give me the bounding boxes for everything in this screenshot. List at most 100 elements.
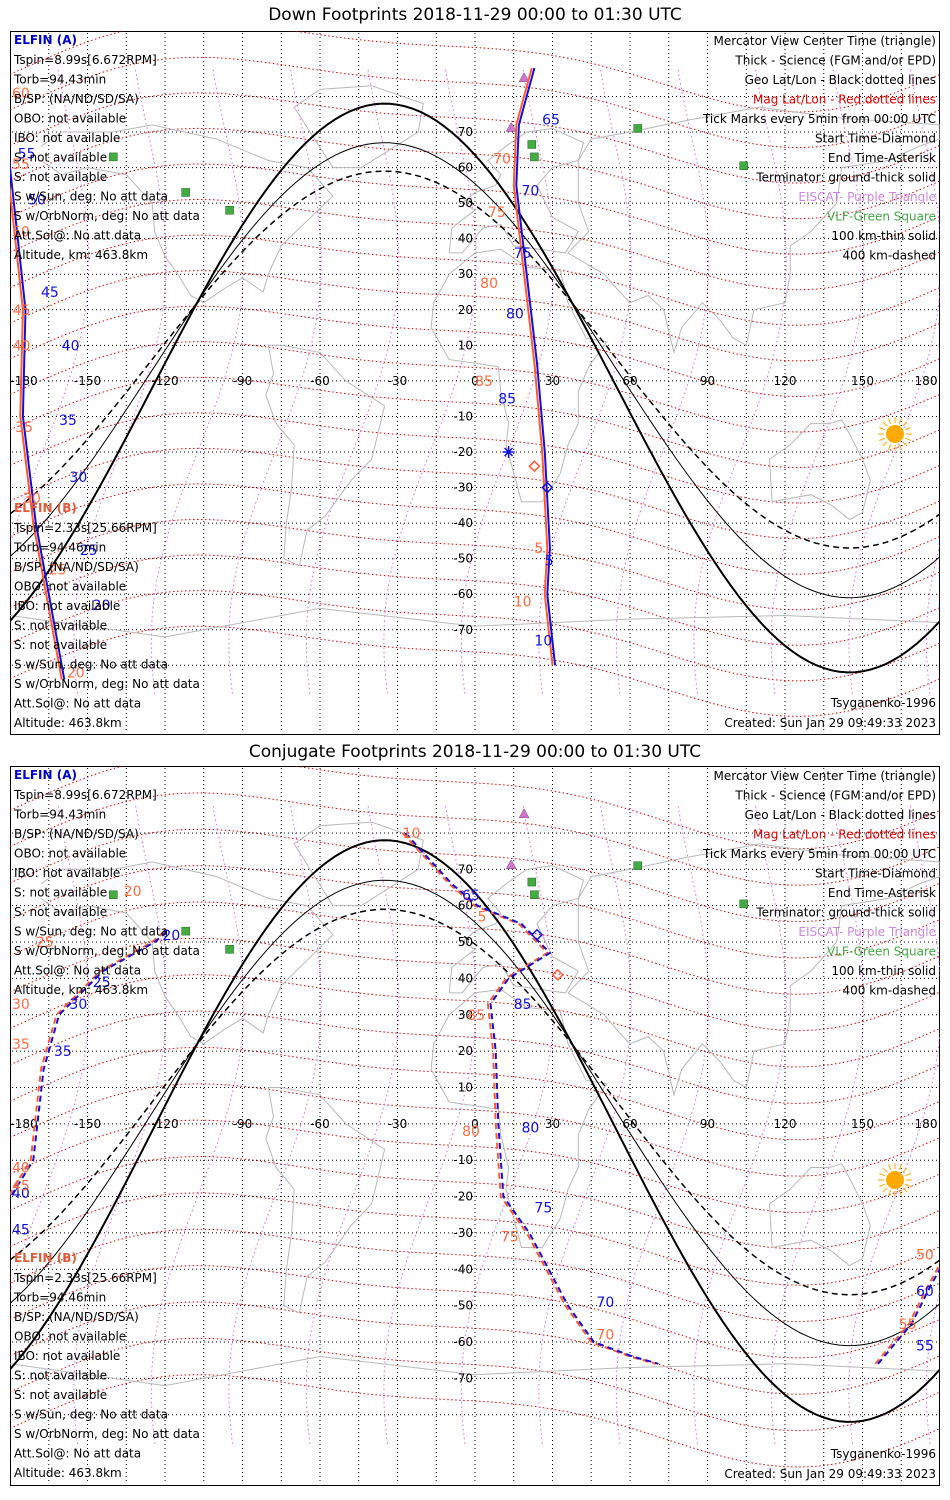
lat-tick-label: 10 (458, 1080, 473, 1094)
elfin-b-info-line: S: not available (14, 1388, 107, 1402)
mag-lon-line (925, 543, 940, 694)
track-b-time-label: 20 (124, 884, 142, 900)
mag-lon-line (460, 67, 555, 694)
coastline (293, 821, 424, 907)
track-a-time-label: 80 (522, 1120, 540, 1136)
coastline (430, 248, 608, 503)
elfin-b-track-west-red (10, 182, 63, 680)
track-a-time-label: 25 (80, 543, 98, 559)
elfin-a-info-line: B/SP: (NA/ND/SD/SA) (14, 92, 139, 106)
sun-ray (898, 418, 902, 425)
lon-tick-label: 0 (471, 374, 479, 388)
legend-entry: 400 km-dashed (842, 249, 936, 263)
elfin-b-info-line: S: not available (14, 638, 107, 652)
conjugate-footprint-map: -180 -150 -120 -90 -60 -30 0 30 60 90 120 150 180 70 6… (10, 766, 940, 1486)
elfin-a-info-line: S w/OrbNorm, deg: No att data (14, 209, 200, 223)
elfin-b-info: ELFIN (B) Tspin=2.33s[25.66RPM] Torb=94.46… (13, 1251, 200, 1480)
map-frame (10, 766, 940, 1486)
sun-ray (902, 441, 908, 447)
terminator-ground-line (10, 102, 940, 674)
track-a-time-label: 70 (522, 184, 540, 200)
elfin-b-info-line: S: not available (14, 1369, 107, 1383)
mag-lon-line (73, 67, 167, 694)
start-diamond-marker (551, 968, 564, 981)
coastline (10, 1355, 940, 1387)
legend-entry: Terminator: ground-thick solid (755, 171, 936, 185)
mag-lat-line (10, 31, 940, 113)
sun-ray (904, 1173, 911, 1177)
coastline (448, 127, 585, 254)
mag-lat-line (10, 127, 940, 220)
elfin-a-info-line: Altitude, km: 463.8km (14, 983, 148, 997)
lon-tick-label: -180 (10, 1117, 37, 1131)
mag-lat-line (10, 1228, 940, 1323)
track-b-time-label: 45 (13, 303, 31, 319)
track-a-time-label: 30 (69, 470, 87, 486)
sun-ray (902, 1187, 908, 1193)
mag-lat-line (10, 1046, 940, 1141)
coastline (265, 344, 386, 567)
track-a-time-label: 50 (28, 193, 46, 209)
legend-entry: Thick - Science (FGM and/or EPD) (734, 789, 936, 803)
eiscat-marker (505, 859, 517, 869)
lon-tick-label: -60 (310, 374, 330, 388)
elfin-b-heading: ELFIN (B) (14, 1251, 77, 1265)
mag-lat-line (10, 92, 940, 184)
terminator-400km-line (10, 908, 940, 1296)
track-b-time-label: 35 (12, 1037, 30, 1053)
track-a-time-label: 35 (59, 413, 77, 429)
lon-tick-label: 150 (851, 1117, 874, 1131)
lat-tick-label: 50 (458, 196, 473, 210)
legend-entry: VLF-Green Square (827, 210, 936, 224)
track-b-time-label: 70 (596, 1328, 614, 1344)
legend-entry: Mercator View Center Time (triangle) (714, 34, 936, 48)
vlf-station-marker (225, 945, 234, 954)
track-b-time-label: 25 (36, 935, 54, 951)
model-label: Tsyganenko-1996 (830, 696, 936, 710)
elfin-b-info-line: Att.Sol@: No att data (14, 697, 141, 711)
track-a-time-label: 20 (162, 928, 180, 944)
sun-ray (888, 1189, 892, 1196)
elfin-b-info-line: B/SP: (NA/ND/SD/SA) (14, 1310, 139, 1324)
lon-tick-label: -120 (151, 1117, 178, 1131)
elfin-b-track-red (10, 930, 166, 1196)
sun-ray (902, 421, 908, 427)
legend: Mercator View Center Time (triangle) Thic… (702, 769, 936, 998)
eiscat-marker (505, 121, 517, 132)
lon-tick-label: -120 (151, 374, 178, 388)
sun-ray (882, 1167, 888, 1173)
mag-lat-line (10, 1155, 940, 1250)
track-b-time-label: 5 (478, 910, 487, 926)
down-footprint-map: -180 -150 -120 -90 -60 -30 0 30 60 90 120 150 180706… (10, 31, 940, 735)
elfin-a-info-line: S: not available (14, 151, 107, 165)
end-asterisk-marker (502, 445, 515, 458)
mag-lat-line (10, 447, 940, 540)
lon-tick-label: 90 (700, 374, 715, 388)
mag-lat-line (10, 270, 940, 362)
mag-lat-line (10, 865, 940, 959)
mag-lat-line (10, 1301, 940, 1395)
lat-tick-label: 10 (458, 338, 473, 352)
elfin-a-info-line: S w/OrbNorm, deg: No att data (14, 944, 200, 958)
legend-entry: Mag Lat/Lon - Red dotted lines (753, 828, 936, 842)
lon-tick-label: -90 (233, 1117, 253, 1131)
lat-tick-label: 30 (458, 267, 473, 281)
coastline (293, 85, 424, 169)
lat-tick-label: 60 (458, 899, 473, 913)
lon-tick-label: 0 (471, 1117, 479, 1131)
mag-lon-line (770, 67, 865, 694)
elfin-b-info-line: S w/Sun, deg: No att data (14, 1408, 168, 1422)
lon-tick-label: -30 (388, 1117, 408, 1131)
track-b-time-label: 55 (899, 1317, 917, 1333)
track-b-time-label: 75 (488, 205, 506, 221)
elfin-a-info-line: Torb=94.43min (13, 73, 106, 87)
track-b-time-label: 5 (534, 541, 543, 557)
sun-ray (888, 443, 892, 450)
elfin-a-info-line: S w/Sun, deg: No att data (14, 925, 168, 939)
legend-entry: End Time-Asterisk (828, 151, 936, 165)
track-b-time-label: 85 (467, 1008, 485, 1024)
coastline (448, 865, 585, 994)
sun-ray (882, 441, 888, 447)
coastline (769, 419, 871, 521)
track-a-time-label: 60 (916, 1284, 934, 1300)
